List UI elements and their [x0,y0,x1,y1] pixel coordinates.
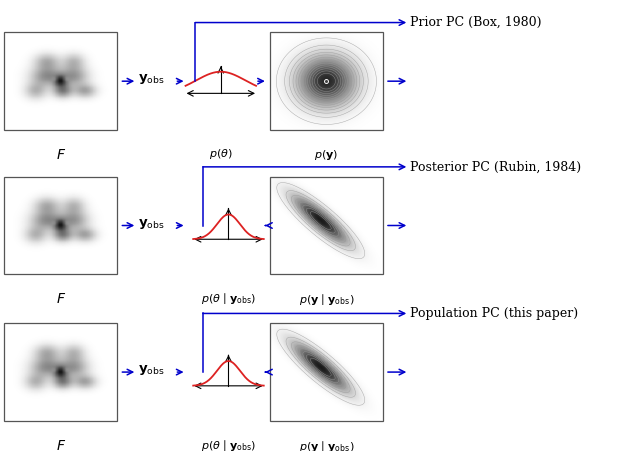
Bar [270,177,383,274]
Text: $F$: $F$ [56,439,66,451]
Text: $p(\theta \mid \mathbf{y}_{\mathrm{obs}})$: $p(\theta \mid \mathbf{y}_{\mathrm{obs}}… [201,438,256,451]
Text: $\mathbf{y}_{\mathrm{obs}}$: $\mathbf{y}_{\mathrm{obs}}$ [138,363,164,377]
Text: Posterior PC (Rubin, 1984): Posterior PC (Rubin, 1984) [410,161,580,173]
Text: $p(\theta \mid \mathbf{y}_{\mathrm{obs}})$: $p(\theta \mid \mathbf{y}_{\mathrm{obs}}… [201,291,256,306]
Bar [4,32,117,130]
Text: $p(\mathbf{y} \mid \mathbf{y}_{\mathrm{obs}})$: $p(\mathbf{y} \mid \mathbf{y}_{\mathrm{o… [299,292,354,307]
Text: $p(\theta)$: $p(\theta)$ [209,147,232,161]
Text: $p(\mathbf{y} \mid \mathbf{y}_{\mathrm{obs}})$: $p(\mathbf{y} \mid \mathbf{y}_{\mathrm{o… [299,439,354,451]
Text: $F$: $F$ [56,148,66,162]
Text: Population PC (this paper): Population PC (this paper) [410,307,578,320]
Bar [270,323,383,421]
Text: $\mathbf{y}_{\mathrm{obs}}$: $\mathbf{y}_{\mathrm{obs}}$ [138,216,164,231]
Text: $F$: $F$ [56,292,66,306]
Bar [270,32,383,130]
Text: $p(\mathbf{y})$: $p(\mathbf{y})$ [314,148,339,162]
Text: $\mathbf{y}_{\mathrm{obs}}$: $\mathbf{y}_{\mathrm{obs}}$ [138,72,164,87]
Text: Prior PC (Box, 1980): Prior PC (Box, 1980) [410,16,541,29]
Bar [4,177,117,274]
Bar [4,323,117,421]
